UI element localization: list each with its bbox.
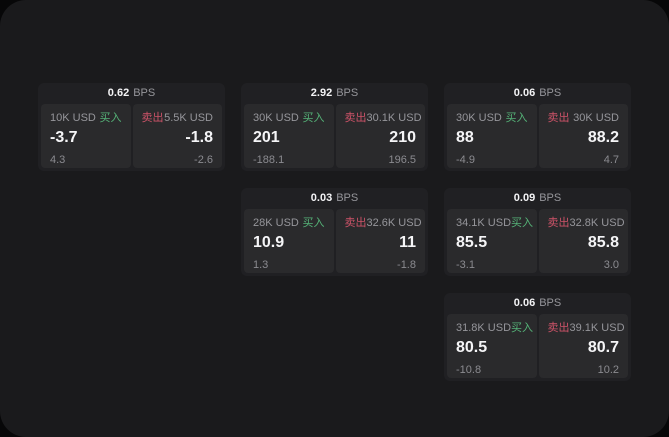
spread-header: 0.09 BPS [444, 188, 631, 209]
buy-change: 1.3 [253, 259, 269, 271]
sell-panel[interactable]: 卖出 32.8K USD 85.8 3.0 [538, 209, 628, 273]
sell-change: 10.2 [597, 364, 619, 376]
spread-value: 0.06 [513, 87, 536, 99]
sell-label: 卖出 [141, 112, 164, 124]
sell-panel[interactable]: 卖出 30.1K USD 210 196.5 [335, 104, 425, 168]
quote-card: 0.03 BPS 28K USD 买入 10.9 1.3 卖出 32.6K US… [241, 188, 428, 276]
buy-panel[interactable]: 28K USD 买入 10.9 1.3 [244, 209, 334, 273]
buy-price: 80.5 [456, 339, 488, 356]
buy-price: -3.7 [50, 129, 78, 146]
spread-header: 0.62 BPS [38, 83, 225, 104]
spread-unit: BPS [336, 87, 359, 99]
buy-change: -4.9 [456, 154, 475, 166]
sell-panel[interactable]: 卖出 30K USD 88.2 4.7 [538, 104, 628, 168]
spread-header: 2.92 BPS [241, 83, 428, 104]
buy-amount: 10K USD [50, 112, 96, 124]
buy-change: -188.1 [253, 154, 285, 166]
sell-label: 卖出 [547, 217, 570, 229]
sell-change: 4.7 [603, 154, 619, 166]
quote-card: 2.92 BPS 30K USD 买入 201 -188.1 卖出 30.1K … [241, 83, 428, 171]
spread-value: 0.06 [513, 297, 536, 309]
buy-amount: 30K USD [456, 112, 502, 124]
buy-label: 买入 [511, 217, 534, 229]
quote-panels: 30K USD 买入 201 -188.1 卖出 30.1K USD 210 1… [241, 104, 428, 171]
spread-header: 0.06 BPS [444, 293, 631, 314]
quote-panels: 30K USD 买入 88 -4.9 卖出 30K USD 88.2 4.7 [444, 104, 631, 171]
buy-label: 买入 [302, 112, 325, 124]
quote-card: 0.06 BPS 30K USD 买入 88 -4.9 卖出 30K USD [444, 83, 631, 171]
quote-card: 0.06 BPS 31.8K USD 买入 80.5 -10.8 卖出 39.1… [444, 293, 631, 381]
buy-price: 88 [456, 129, 474, 146]
sell-price: 85.8 [587, 234, 619, 251]
quote-panels: 10K USD 买入 -3.7 4.3 卖出 5.5K USD -1.8 -2.… [38, 104, 225, 171]
spread-header: 0.06 BPS [444, 83, 631, 104]
spread-value: 2.92 [310, 87, 333, 99]
sell-price: 11 [399, 234, 416, 251]
buy-panel[interactable]: 30K USD 买入 201 -188.1 [244, 104, 334, 168]
buy-label: 买入 [99, 112, 122, 124]
sell-change: 196.5 [388, 154, 416, 166]
sell-amount: 30K USD [573, 112, 619, 124]
sell-amount: 30.1K USD [366, 112, 422, 124]
buy-amount: 30K USD [253, 112, 299, 124]
sell-price: 210 [389, 129, 416, 146]
buy-panel[interactable]: 34.1K USD 买入 85.5 -3.1 [447, 209, 537, 273]
quote-panels: 34.1K USD 买入 85.5 -3.1 卖出 32.8K USD 85.8… [444, 209, 631, 276]
spread-unit: BPS [539, 87, 562, 99]
sell-panel[interactable]: 卖出 32.6K USD 11 -1.8 [335, 209, 425, 273]
buy-amount: 31.8K USD [456, 322, 512, 334]
sell-price: 80.7 [587, 339, 619, 356]
buy-price: 85.5 [456, 234, 488, 251]
sell-amount: 32.8K USD [569, 217, 625, 229]
sell-panel[interactable]: 卖出 39.1K USD 80.7 10.2 [538, 314, 628, 378]
spread-value: 0.62 [107, 87, 130, 99]
spread-unit: BPS [539, 192, 562, 204]
spread-header: 0.03 BPS [241, 188, 428, 209]
sell-label: 卖出 [547, 322, 570, 334]
quote-panels: 28K USD 买入 10.9 1.3 卖出 32.6K USD 11 -1.8 [241, 209, 428, 276]
buy-label: 买入 [511, 322, 534, 334]
buy-amount: 34.1K USD [456, 217, 512, 229]
buy-change: -3.1 [456, 259, 475, 271]
buy-change: -10.8 [456, 364, 482, 376]
sell-amount: 32.6K USD [366, 217, 422, 229]
sell-price: -1.8 [185, 129, 213, 146]
sell-change: -1.8 [397, 259, 416, 271]
sell-amount: 5.5K USD [164, 112, 213, 124]
buy-price: 201 [253, 129, 280, 146]
spread-unit: BPS [539, 297, 562, 309]
spread-value: 0.09 [513, 192, 536, 204]
spread-unit: BPS [336, 192, 359, 204]
spread-value: 0.03 [310, 192, 333, 204]
sell-label: 卖出 [344, 217, 367, 229]
quote-card: 0.62 BPS 10K USD 买入 -3.7 4.3 卖出 5.5K USD [38, 83, 225, 171]
sell-label: 卖出 [344, 112, 367, 124]
buy-label: 买入 [505, 112, 528, 124]
buy-panel[interactable]: 10K USD 买入 -3.7 4.3 [41, 104, 131, 168]
buy-panel[interactable]: 30K USD 买入 88 -4.9 [447, 104, 537, 168]
sell-price: 88.2 [587, 129, 619, 146]
sell-label: 卖出 [547, 112, 570, 124]
buy-amount: 28K USD [253, 217, 299, 229]
quotes-grid: 0.62 BPS 10K USD 买入 -3.7 4.3 卖出 5.5K USD [38, 83, 631, 381]
sell-change: -2.6 [194, 154, 213, 166]
sell-amount: 39.1K USD [569, 322, 625, 334]
spread-unit: BPS [133, 87, 156, 99]
buy-label: 买入 [302, 217, 325, 229]
sell-panel[interactable]: 卖出 5.5K USD -1.8 -2.6 [132, 104, 222, 168]
buy-change: 4.3 [50, 154, 66, 166]
quote-card: 0.09 BPS 34.1K USD 买入 85.5 -3.1 卖出 32.8K… [444, 188, 631, 276]
buy-price: 10.9 [253, 234, 285, 251]
quote-panels: 31.8K USD 买入 80.5 -10.8 卖出 39.1K USD 80.… [444, 314, 631, 381]
buy-panel[interactable]: 31.8K USD 买入 80.5 -10.8 [447, 314, 537, 378]
sell-change: 3.0 [603, 259, 619, 271]
